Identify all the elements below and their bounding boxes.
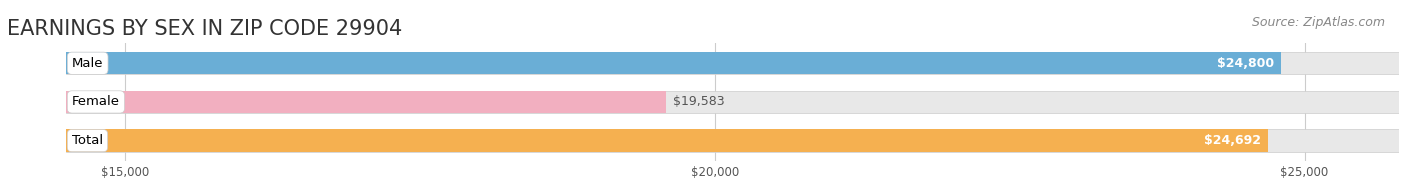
Bar [66,52,1281,74]
Text: EARNINGS BY SEX IN ZIP CODE 29904: EARNINGS BY SEX IN ZIP CODE 29904 [7,19,402,39]
Bar [66,52,1399,74]
Bar [66,129,1268,152]
Bar [66,129,1399,152]
Text: Total: Total [72,134,103,147]
Text: $24,692: $24,692 [1204,134,1261,147]
Text: Male: Male [72,57,104,70]
Bar [66,91,1399,113]
Bar [66,91,665,113]
Text: Source: ZipAtlas.com: Source: ZipAtlas.com [1251,16,1385,29]
Text: $19,583: $19,583 [672,95,724,108]
Text: $24,800: $24,800 [1216,57,1274,70]
Text: Female: Female [72,95,120,108]
